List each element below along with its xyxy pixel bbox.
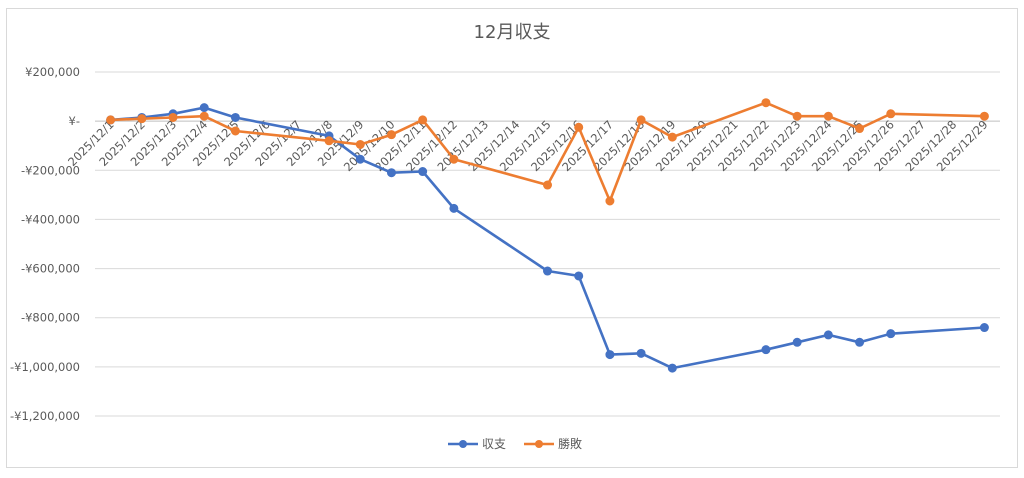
- data-point: [168, 112, 178, 122]
- y-tick-label: -¥400,000: [21, 212, 80, 226]
- data-point: [886, 329, 896, 339]
- data-point: [636, 348, 646, 358]
- data-point: [605, 196, 615, 206]
- data-point: [667, 132, 677, 142]
- data-point: [386, 130, 396, 140]
- data-point: [324, 136, 334, 146]
- data-point: [199, 103, 209, 113]
- y-tick-label: ¥200,000: [25, 65, 80, 79]
- data-point: [574, 122, 584, 132]
- data-point: [886, 109, 896, 119]
- y-tick-label: ¥-: [69, 114, 80, 128]
- data-point: [979, 323, 989, 333]
- data-point: [792, 337, 802, 347]
- legend-label: 勝敗: [558, 436, 582, 451]
- y-tick-label: -¥1,000,000: [10, 360, 80, 374]
- data-point: [418, 167, 428, 177]
- y-tick-label: -¥600,000: [21, 262, 80, 276]
- data-point: [979, 111, 989, 121]
- data-point: [855, 124, 865, 134]
- data-point: [199, 111, 209, 121]
- data-point: [137, 114, 147, 124]
- data-point: [605, 350, 615, 360]
- legend-marker: [535, 440, 543, 448]
- legend-marker: [459, 440, 467, 448]
- data-point: [230, 126, 240, 136]
- y-tick-label: -¥800,000: [21, 311, 80, 325]
- data-point: [230, 112, 240, 122]
- data-point: [355, 139, 365, 149]
- data-point: [792, 111, 802, 121]
- y-tick-label: -¥1,200,000: [10, 409, 80, 423]
- data-point: [855, 337, 865, 347]
- data-point: [543, 266, 552, 276]
- data-point: [823, 330, 833, 340]
- data-point: [636, 115, 646, 125]
- data-point: [574, 271, 584, 281]
- data-point: [543, 180, 552, 190]
- y-tick-label: -¥200,000: [21, 163, 80, 177]
- chart-frame: [6, 8, 1018, 468]
- data-point: [449, 154, 459, 164]
- data-point: [386, 168, 396, 178]
- data-point: [418, 115, 428, 125]
- data-point: [761, 345, 771, 355]
- data-point: [355, 154, 365, 164]
- chart-title: 12月収支: [473, 22, 551, 43]
- data-point: [761, 98, 771, 108]
- data-point: [667, 363, 677, 373]
- data-point: [106, 115, 116, 125]
- data-point: [449, 203, 459, 213]
- legend-label: 収支: [482, 437, 506, 451]
- data-point: [823, 111, 833, 121]
